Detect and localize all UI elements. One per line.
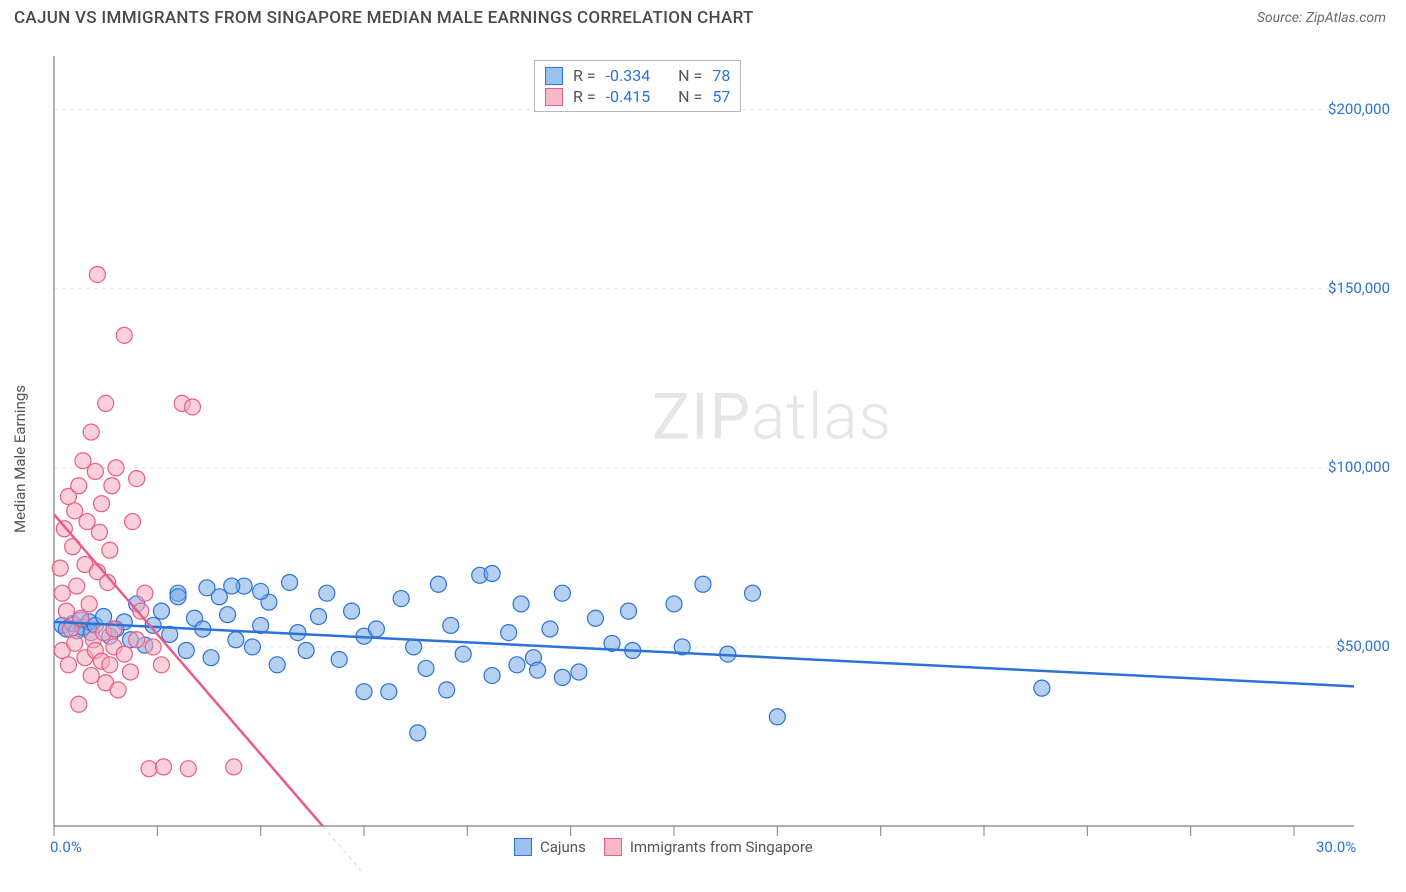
legend-item: Immigrants from Singapore: [604, 838, 813, 856]
y-tick-label: $150,000: [1328, 279, 1390, 297]
y-tick-label: $50,000: [1336, 637, 1390, 655]
legend-label: Cajuns: [540, 838, 586, 856]
legend-swatch: [604, 838, 622, 856]
chart-area: Median Male Earnings ZIPatlas R =-0.334 …: [14, 40, 1392, 878]
statistics-legend: R =-0.334 N =78R =-0.415 N =57: [534, 60, 741, 112]
scatter-chart: [14, 40, 1392, 878]
chart-title: CAJUN VS IMMIGRANTS FROM SINGAPORE MEDIA…: [14, 8, 754, 28]
stat-legend-row: R =-0.334 N =78: [545, 65, 730, 86]
legend-swatch: [514, 838, 532, 856]
series-legend: Cajuns Immigrants from Singapore: [514, 838, 813, 856]
x-axis-min-label: 0.0%: [50, 838, 82, 856]
legend-label: Immigrants from Singapore: [630, 838, 813, 856]
legend-swatch: [545, 67, 563, 85]
x-axis-max-label: 30.0%: [1316, 838, 1356, 856]
source-attribution: Source: ZipAtlas.com: [1257, 10, 1386, 26]
y-axis-title: Median Male Earnings: [11, 385, 29, 533]
legend-item: Cajuns: [514, 838, 586, 856]
legend-swatch: [545, 88, 563, 106]
stat-legend-row: R =-0.415 N =57: [545, 86, 730, 107]
y-tick-label: $200,000: [1328, 100, 1390, 118]
y-tick-label: $100,000: [1328, 458, 1390, 476]
source-link[interactable]: ZipAtlas.com: [1306, 10, 1386, 26]
